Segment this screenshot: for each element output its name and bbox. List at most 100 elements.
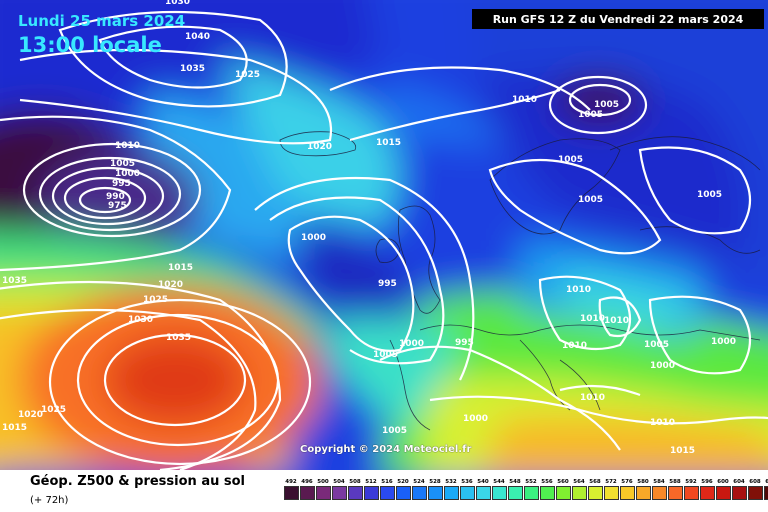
legend-label: 504 [333,479,345,485]
legend-item: 492 [283,478,299,500]
legend-swatch [523,486,539,500]
pressure-label: 995 [378,279,397,289]
pressure-label: 1000 [399,339,424,349]
legend-label: 604 [733,479,745,485]
pressure-label: 1015 [2,423,27,433]
legend-swatch [619,486,635,500]
pressure-label: 1010 [650,418,675,428]
legend-item: 544 [491,478,507,500]
pressure-label: 1005 [594,100,619,110]
legend-swatch [683,486,699,500]
legend-swatch [395,486,411,500]
legend-swatch [651,486,667,500]
pressure-label: 1005 [644,340,669,350]
pressure-label: 1015 [376,138,401,148]
legend-swatch [363,486,379,500]
pressure-label: 1005 [558,155,583,165]
legend-swatch [443,486,459,500]
isobars [0,10,768,470]
legend-swatch [603,486,619,500]
pressure-label: 1035 [2,276,27,286]
forecast-time: 13:00 locale [18,33,162,57]
pressure-label: 1010 [115,141,140,151]
legend-swatch [459,486,475,500]
legend-item: 604 [731,478,747,500]
legend-swatch [491,486,507,500]
legend-swatch [699,486,715,500]
legend-label: 532 [445,479,457,485]
pressure-label: 1015 [670,446,695,456]
legend-swatch [571,486,587,500]
legend-item: 556 [539,478,555,500]
legend-label: 592 [685,479,697,485]
legend-label: 516 [381,479,393,485]
legend-label: 540 [477,479,489,485]
legend-label: 596 [701,479,713,485]
legend-item: 580 [635,478,651,500]
legend-label: 544 [493,479,505,485]
legend-item: 600 [715,478,731,500]
legend-label: 552 [525,479,537,485]
pressure-label: 1030 [128,315,153,325]
legend-swatch [715,486,731,500]
legend-item: 596 [699,478,715,500]
legend-item: 592 [683,478,699,500]
legend-label: 560 [557,479,569,485]
pressure-label: 1005 [578,110,603,120]
legend-label: 556 [541,479,553,485]
copyright-text: Copyright © 2024 Meteociel.fr [300,444,472,455]
legend-item: 528 [427,478,443,500]
legend-label: 548 [509,479,521,485]
legend-label: 580 [637,479,649,485]
footer-bar: Géop. Z500 & pression au sol (+ 72h) 492… [0,470,768,512]
pressure-label: 990 [106,192,125,202]
legend-item: 584 [651,478,667,500]
legend-swatch [411,486,427,500]
pressure-label: 1005 [578,195,603,205]
legend-item: 608 [747,478,763,500]
legend-item: 536 [459,478,475,500]
pressure-label: 1005 [697,190,722,200]
legend-label: 520 [397,479,409,485]
legend-label: 572 [605,479,617,485]
legend-swatch [763,486,768,500]
pressure-label: 1010 [580,393,605,403]
color-legend: 492 496 500 504 508 512 516 520 524 528 532 536 540 5… [283,478,768,500]
pressure-label: 1005 [110,159,135,169]
geopotential-map-svg: 1030 1040 1035 1025 1010 1005 1005 1020 … [0,0,768,470]
legend-item: 612 [763,478,768,500]
chart-title: Géop. Z500 & pression au sol [30,474,245,489]
legend-label: 588 [669,479,681,485]
legend-item: 588 [667,478,683,500]
legend-label: 568 [589,479,601,485]
legend-swatch [635,486,651,500]
pressure-label: 1040 [185,32,210,42]
legend-swatch [427,486,443,500]
legend-item: 560 [555,478,571,500]
pressure-label: 1000 [115,169,140,179]
pressure-label: 1035 [166,333,191,343]
legend-item: 496 [299,478,315,500]
legend-item: 500 [315,478,331,500]
pressure-label: 1000 [463,414,488,424]
legend-swatch [555,486,571,500]
legend-swatch [539,486,555,500]
pressure-label: 1000 [711,337,736,347]
pressure-label: 995 [112,179,131,189]
legend-label: 564 [573,479,585,485]
legend-item: 576 [619,478,635,500]
legend-item: 564 [571,478,587,500]
legend-label: 496 [301,479,313,485]
pressure-label: 1025 [143,295,168,305]
pressure-labels: 1030 1040 1035 1025 1010 1005 1005 1020 … [2,0,736,456]
legend-label: 536 [461,479,473,485]
legend-label: 584 [653,479,665,485]
pressure-label: 1030 [165,0,190,7]
pressure-label: 1010 [580,314,605,324]
pressure-label: 1020 [18,410,43,420]
run-info-banner: Run GFS 12 Z du Vendredi 22 mars 2024 [472,9,764,29]
legend-item: 552 [523,478,539,500]
pressure-label: 1025 [235,70,260,80]
pressure-label: 995 [455,338,474,348]
